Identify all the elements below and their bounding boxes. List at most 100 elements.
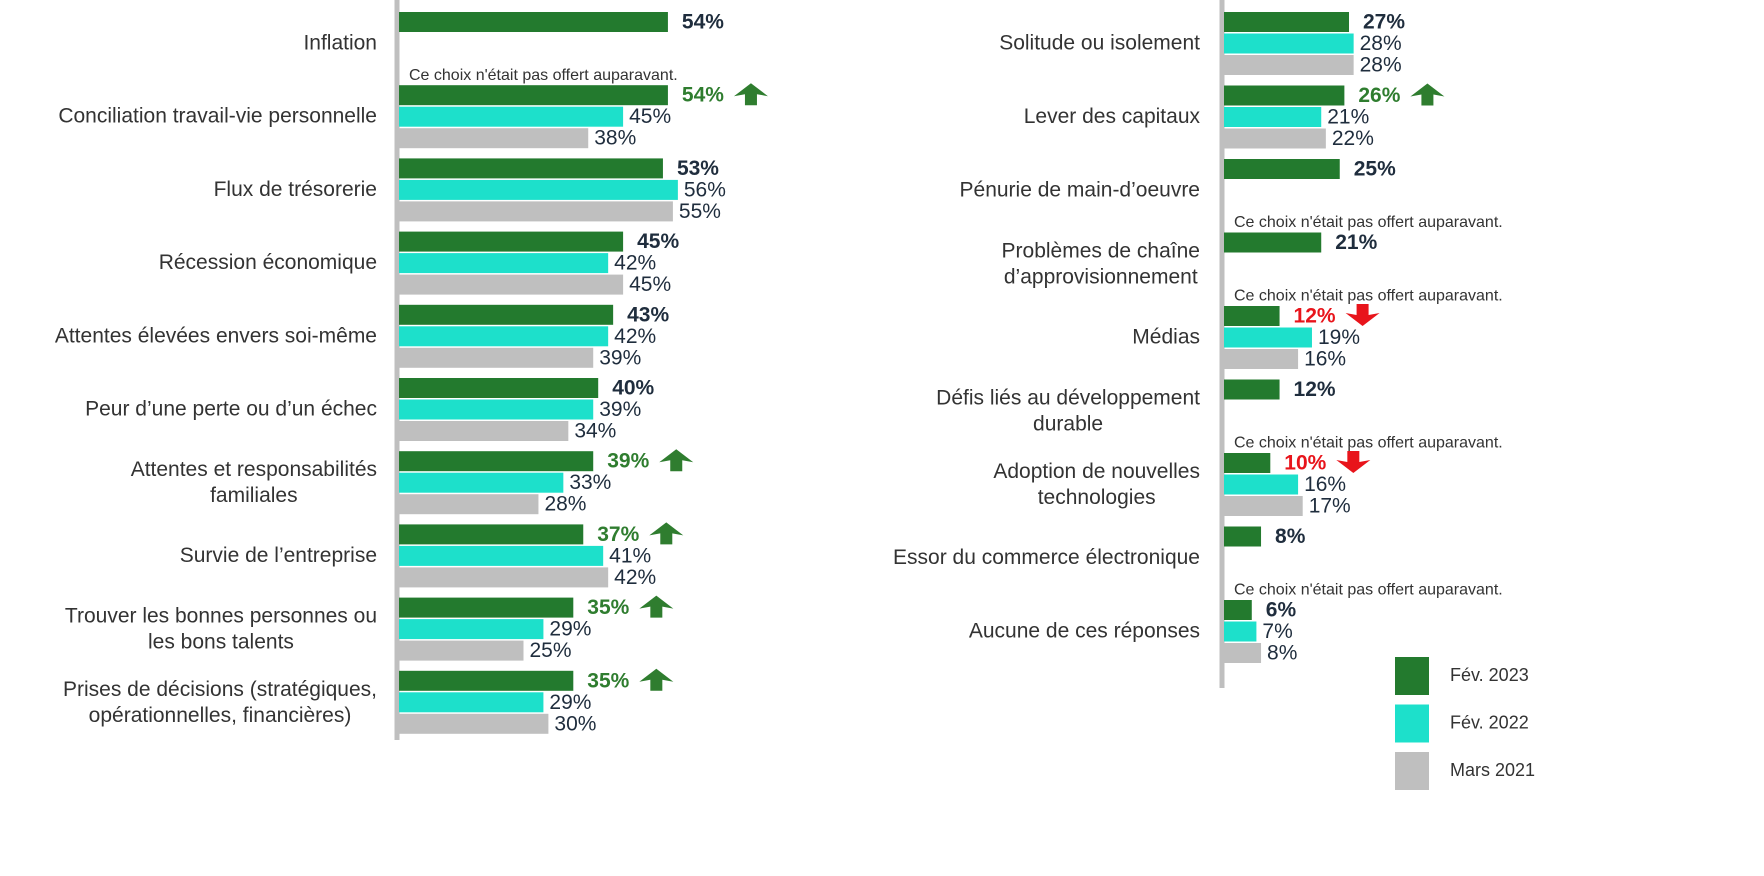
- bar: [399, 545, 604, 566]
- category-label: Lever des capitaux: [1024, 105, 1201, 128]
- bar: [1224, 306, 1280, 326]
- legend-label: Fév. 2023: [1450, 665, 1529, 685]
- value-label: 8%: [1267, 642, 1297, 665]
- value-label: 12%: [1294, 305, 1336, 328]
- bar: [399, 274, 624, 295]
- value-label: 45%: [629, 273, 671, 296]
- trend-arrow: [639, 668, 674, 691]
- trend-arrow: [1336, 451, 1371, 473]
- bar: [399, 179, 678, 200]
- category-label: Médias: [1132, 326, 1200, 349]
- trend-arrow: [733, 83, 768, 106]
- value-label: 42%: [614, 566, 656, 589]
- bar: [399, 524, 584, 545]
- bar: [1224, 474, 1299, 495]
- bar: [399, 347, 594, 368]
- bar: [399, 253, 609, 274]
- note: Ce choix n'était pas offert auparavant.: [1234, 214, 1503, 231]
- category-label: Solitude ou isolement: [999, 32, 1200, 55]
- category-label: Survie de l’entreprise: [180, 544, 377, 567]
- bar: [399, 472, 564, 493]
- trend-arrow: [1345, 304, 1380, 326]
- value-label: 10%: [1284, 452, 1326, 475]
- value-label: 39%: [599, 398, 641, 421]
- value-label: 28%: [1360, 54, 1402, 77]
- value-label: 30%: [554, 712, 596, 735]
- value-label: 25%: [530, 639, 572, 662]
- bar: [399, 201, 673, 222]
- bar: [1224, 600, 1252, 620]
- value-label: 28%: [544, 493, 586, 516]
- note: Ce choix n'était pas offert auparavant.: [409, 67, 678, 84]
- bar: [1224, 643, 1262, 663]
- bar: [1224, 379, 1280, 400]
- value-label: 25%: [1354, 158, 1396, 181]
- bar: [399, 378, 599, 398]
- value-label: 40%: [612, 377, 654, 400]
- bar: [399, 158, 663, 179]
- bar: [1224, 621, 1257, 642]
- category-line: d’approvisionnement: [1004, 265, 1198, 288]
- value-label: 33%: [569, 471, 611, 494]
- bar: [1224, 159, 1340, 179]
- value-label: 53%: [677, 157, 719, 180]
- value-label: 16%: [1304, 348, 1346, 371]
- bar: [399, 304, 614, 325]
- note: Ce choix n'était pas offert auparavant.: [1234, 582, 1503, 599]
- note: Ce choix n'était pas offert auparavant.: [1234, 435, 1503, 452]
- legend-swatch: [1395, 657, 1429, 695]
- value-label: 42%: [614, 325, 656, 348]
- value-label: 28%: [1360, 32, 1402, 55]
- category-label: Essor du commerce électronique: [893, 546, 1200, 569]
- category-label: Attentes et responsabilités familiales: [131, 458, 377, 507]
- trend-arrow: [639, 595, 674, 618]
- bar: [1224, 453, 1271, 473]
- value-label: 17%: [1309, 495, 1351, 518]
- bar: [399, 713, 549, 734]
- bar: [1224, 526, 1262, 547]
- category-label: Attentes élevées envers soi-même: [55, 324, 377, 347]
- category-line: opérationnelles, financières): [89, 703, 352, 726]
- value-label: 19%: [1318, 326, 1360, 349]
- category-line: Adoption de nouvelles: [993, 460, 1200, 483]
- bar: [399, 451, 594, 472]
- category-label: Problèmes de chaîne d’approvisionnement: [1002, 239, 1200, 288]
- bar: [1224, 232, 1322, 253]
- trend-arrow: [1410, 83, 1445, 106]
- trend-arrow: [649, 522, 684, 545]
- value-label: 22%: [1332, 127, 1374, 150]
- category-line: familiales: [210, 484, 298, 507]
- bar: [399, 231, 624, 252]
- category-line: les bons talents: [148, 630, 294, 653]
- value-label: 37%: [597, 523, 639, 546]
- note: Ce choix n'était pas offert auparavant.: [1234, 288, 1503, 305]
- legend-swatch: [1395, 704, 1429, 743]
- bar: [1224, 496, 1303, 516]
- category-label: Adoption de nouvelles technologies: [993, 460, 1200, 509]
- bar: [399, 326, 609, 347]
- bar: [1224, 33, 1354, 54]
- bar: [1224, 349, 1299, 369]
- category-line: Problèmes de chaîne: [1002, 239, 1200, 262]
- bar: [399, 128, 589, 149]
- bar: [399, 494, 539, 515]
- bar: [399, 692, 544, 713]
- value-label: 16%: [1304, 473, 1346, 496]
- value-label: 56%: [684, 178, 726, 201]
- category-label: Prises de décisions (stratégiques, opérat…: [63, 677, 377, 726]
- category-label: Défis liés au développement durable: [936, 386, 1200, 435]
- category-line: Attentes et responsabilités: [131, 458, 377, 481]
- legend-label: Fév. 2022: [1450, 712, 1529, 732]
- value-label: 39%: [599, 346, 641, 369]
- value-label: 29%: [549, 618, 591, 641]
- bar: [399, 399, 594, 420]
- category-line: durable: [1033, 412, 1103, 435]
- bar: [1224, 12, 1350, 32]
- bar: [399, 619, 544, 640]
- bar: [399, 670, 574, 691]
- legend-swatch: [1395, 752, 1429, 790]
- value-label: 35%: [587, 669, 629, 692]
- value-label: 34%: [574, 420, 616, 443]
- category-label: Peur d’une perte ou d’un échec: [85, 398, 377, 421]
